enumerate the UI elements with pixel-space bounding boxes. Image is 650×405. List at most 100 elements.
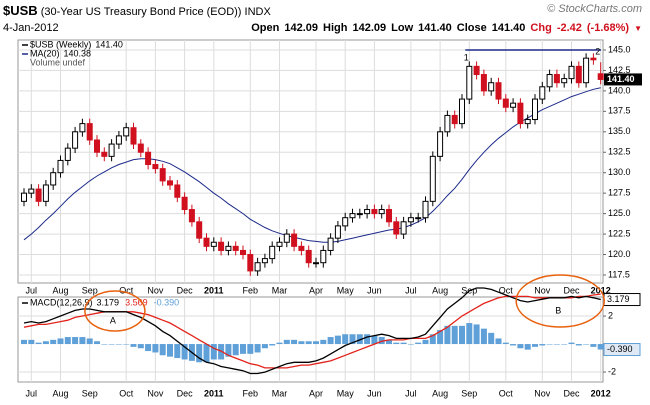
histogram-bar [568,342,575,345]
histogram-bar [510,344,517,346]
candle-body [510,102,517,108]
y-tick-label: 122.5 [608,228,631,238]
candle-body [590,57,597,61]
x-tick-label: Feb [243,388,259,398]
histogram-bar [407,344,414,345]
histogram-bar [429,334,436,345]
candle-body [568,65,575,80]
histogram-bar [42,341,49,345]
histogram-bar [269,344,276,346]
candle-body [232,245,239,251]
candle-body [298,245,305,251]
x-tick-label: Mar [272,285,288,295]
source: © StockCharts.com [547,3,642,15]
histogram-bar [583,344,590,345]
histogram-bar [305,341,312,345]
x-tick-label: Nov [534,388,551,398]
candle-body [524,119,531,125]
histogram-bar [210,344,217,360]
x-tick-label: Dec [177,388,194,398]
y-tick-label: 142.5 [608,65,631,75]
histogram-bar [546,344,553,345]
candle-body [130,127,137,145]
histogram-bar [371,335,378,345]
candle-body [561,78,568,84]
x-tick-label: Jul [405,388,417,398]
y-tick-label: 120.0 [608,249,631,259]
candle-body [451,114,458,125]
legend-value: 141.40 [95,39,123,49]
histogram-bar [451,325,458,345]
value-box [603,343,641,357]
candle-body [254,262,261,272]
header-row: $USB (30-Year US Treasury Bond Price (EO… [3,3,642,18]
ma-line [23,87,601,243]
x-tick-label: 2012 [591,388,611,398]
histogram-bar [415,342,422,345]
candle-body [210,241,217,247]
candle-body [502,98,509,108]
histogram-bar [590,344,597,347]
x-tick-label: Oct [499,285,514,295]
histogram-bar [364,334,371,345]
candle-body [495,82,502,100]
histogram-bar [130,344,137,347]
y-tick-label: 140.0 [608,85,631,95]
legend-label: MACD(12,26,9) [30,297,93,307]
histogram-bar [386,339,392,345]
histogram-bar [349,334,356,345]
x-tick-label: Sep [82,388,98,398]
candle-body [247,254,254,272]
histogram-bar [291,339,298,345]
candle-body [400,221,407,235]
histogram-bar [137,344,144,349]
quote-value: 142.09 [284,22,319,34]
x-tick-label: May [337,388,355,398]
histogram-bar [181,344,188,360]
histogram-bar [28,339,35,345]
y-tick-label: 132.5 [608,147,631,157]
date: 4-Jan-2012 [3,22,59,34]
histogram-bar [50,339,57,345]
candle-body [459,98,465,125]
quote-value: 141.40 [491,22,526,34]
candle-body [218,241,225,251]
legend-label: MA(20) [30,48,60,58]
annotation: 2 [595,46,600,56]
histogram-bar [196,344,203,363]
annotation: A [110,315,116,325]
candle-body [575,65,582,84]
candle-body [305,249,312,264]
histogram-bar [473,324,480,345]
candle-body [283,233,290,243]
x-tick-label: Aug [52,388,68,398]
histogram-bar [553,344,560,345]
histogram-bar [444,325,451,345]
candle-body [64,147,71,161]
histogram-bar [356,334,363,345]
macd-line [23,287,601,375]
histogram-bar [298,341,305,345]
legend-value: -0.390 [154,297,180,307]
candle-body [167,180,173,186]
candle-body [386,209,392,223]
x-tick-label: 2011 [204,285,224,295]
candle-body [152,164,159,170]
x-tick-label: Aug [432,388,448,398]
candle-body [145,151,152,166]
candle-body [291,233,298,247]
histogram-bar [21,339,27,345]
histogram-bar [247,344,254,354]
x-tick-label: Dec [563,388,580,398]
price-box [604,73,642,86]
histogram-bar [480,328,487,345]
candle-body [407,217,414,223]
quote-pct: (-1.68%) [586,22,630,34]
histogram-bar [152,344,159,353]
candle-body [203,237,210,247]
histogram-bar [334,335,341,345]
histogram-bar [64,337,71,345]
candle-body [393,221,400,235]
candle-body [108,143,115,157]
